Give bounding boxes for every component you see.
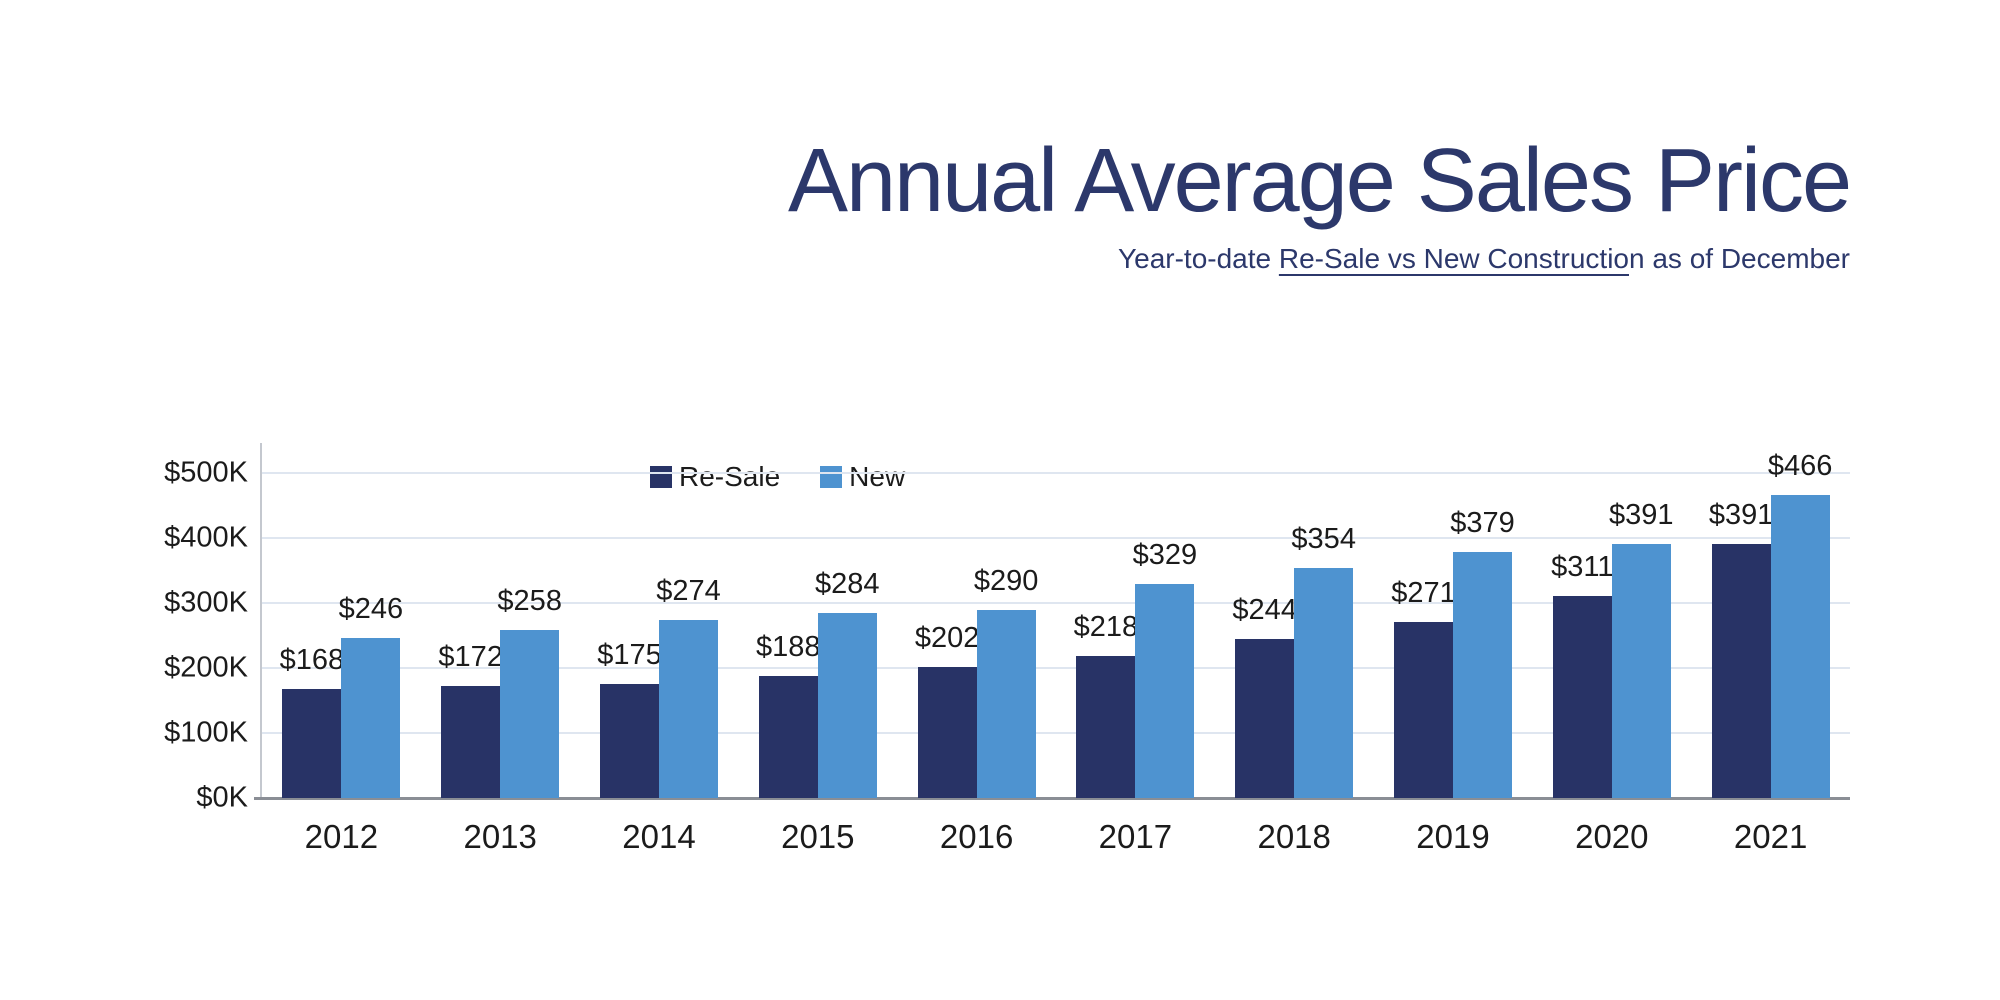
bar-value-label: $271 bbox=[1391, 576, 1456, 609]
chart-subtitle-underlined: Re-Sale vs New Constructio bbox=[1278, 243, 1629, 274]
x-axis-label-2012: 2012 bbox=[304, 818, 379, 855]
gridline-500k bbox=[262, 472, 1850, 474]
bar-new-2017 bbox=[1135, 584, 1195, 798]
bar-new-2012 bbox=[341, 638, 401, 798]
bar-value-label: $258 bbox=[497, 585, 562, 618]
x-axis-label-2021: 2021 bbox=[1733, 818, 1808, 855]
bar-resale-2012 bbox=[282, 688, 342, 798]
chart-subtitle-suffix: n as of December bbox=[1629, 243, 1850, 274]
legend-swatch-icon bbox=[650, 466, 672, 488]
bar-value-label: $284 bbox=[815, 568, 880, 601]
legend-label: New bbox=[849, 461, 906, 492]
bar-resale-2016 bbox=[917, 666, 977, 798]
bar-value-label: $202 bbox=[914, 621, 980, 654]
bar-value-label: $244 bbox=[1232, 594, 1297, 627]
bar-new-2016 bbox=[976, 609, 1036, 798]
bar-new-2019 bbox=[1453, 551, 1512, 798]
plot-area: Re-Sale New $500K $400K $300K $200K $100K $0K $… bbox=[164, 443, 1850, 853]
y-axis-tick-label: $0K bbox=[196, 781, 248, 814]
bar-value-label: $379 bbox=[1450, 506, 1515, 539]
x-axis-label-2019: 2019 bbox=[1416, 818, 1490, 855]
bar-resale-2018 bbox=[1235, 639, 1295, 798]
bar-new-2021 bbox=[1770, 495, 1830, 798]
x-axis-label-2020: 2020 bbox=[1575, 818, 1649, 855]
x-axis-label-2014: 2014 bbox=[622, 818, 696, 855]
y-axis-line bbox=[260, 443, 262, 798]
bar-value-label: $290 bbox=[973, 564, 1039, 597]
bar-new-2018 bbox=[1294, 567, 1354, 798]
chart-subtitle: Year-to-date Re-Sale vs New Construction… bbox=[1118, 243, 1850, 275]
gridline-300k bbox=[262, 602, 1850, 604]
x-axis-line bbox=[254, 797, 1850, 800]
bar-resale-2021 bbox=[1711, 543, 1771, 798]
bar-value-label: $466 bbox=[1767, 450, 1833, 483]
legend-label: Re-Sale bbox=[679, 461, 781, 492]
bar-resale-2019 bbox=[1394, 621, 1453, 798]
bar-new-2020 bbox=[1611, 543, 1671, 798]
chart-title: Annual Average Sales Price bbox=[787, 131, 1852, 231]
x-axis-label-2013: 2013 bbox=[463, 818, 537, 855]
bar-value-label: $391 bbox=[1609, 498, 1674, 531]
x-axis-label-2018: 2018 bbox=[1257, 818, 1331, 855]
bar-value-label: $354 bbox=[1291, 522, 1356, 555]
y-axis-tick-label: $300K bbox=[164, 586, 248, 619]
bar-resale-2017 bbox=[1076, 656, 1136, 798]
y-axis-tick-label: $500K bbox=[164, 456, 248, 489]
x-axis-label-2015: 2015 bbox=[781, 818, 855, 855]
x-axis-label-2016: 2016 bbox=[939, 818, 1014, 855]
bar-value-label: $391 bbox=[1708, 498, 1774, 531]
bar-value-label: $168 bbox=[279, 643, 345, 676]
bar-new-2014 bbox=[659, 619, 718, 798]
bar-resale-2020 bbox=[1552, 595, 1612, 798]
bar-value-label: $172 bbox=[438, 641, 503, 674]
bar-value-label: $218 bbox=[1073, 611, 1139, 644]
bar-value-label: $274 bbox=[656, 574, 721, 607]
y-axis-tick-label: $100K bbox=[164, 716, 248, 749]
bar-value-label: $175 bbox=[597, 639, 662, 672]
chart-subtitle-prefix: Year-to-date bbox=[1118, 243, 1279, 274]
bar-value-label: $329 bbox=[1132, 539, 1198, 572]
gridline-100k bbox=[262, 732, 1850, 734]
gridline-400k bbox=[262, 537, 1850, 539]
legend-item-resale: Re-Sale bbox=[648, 459, 795, 497]
x-axis-label-2017: 2017 bbox=[1098, 818, 1173, 855]
bar-value-label: $188 bbox=[756, 630, 821, 663]
gridline-200k bbox=[262, 667, 1850, 669]
bar-resale-2015 bbox=[758, 675, 818, 798]
bar-resale-2014 bbox=[600, 684, 659, 798]
bar-new-2013 bbox=[500, 630, 560, 798]
legend-item-new: New bbox=[818, 459, 920, 497]
legend-swatch-icon bbox=[820, 466, 843, 488]
bar-new-2015 bbox=[817, 613, 877, 798]
chart-legend: Re-Sale New bbox=[648, 459, 920, 497]
bar-value-label: $311 bbox=[1551, 550, 1614, 583]
bar-resale-2013 bbox=[441, 686, 501, 798]
y-axis-tick-label: $200K bbox=[164, 651, 248, 684]
y-axis-tick-label: $400K bbox=[164, 521, 248, 554]
bar-value-label: $246 bbox=[338, 593, 404, 626]
